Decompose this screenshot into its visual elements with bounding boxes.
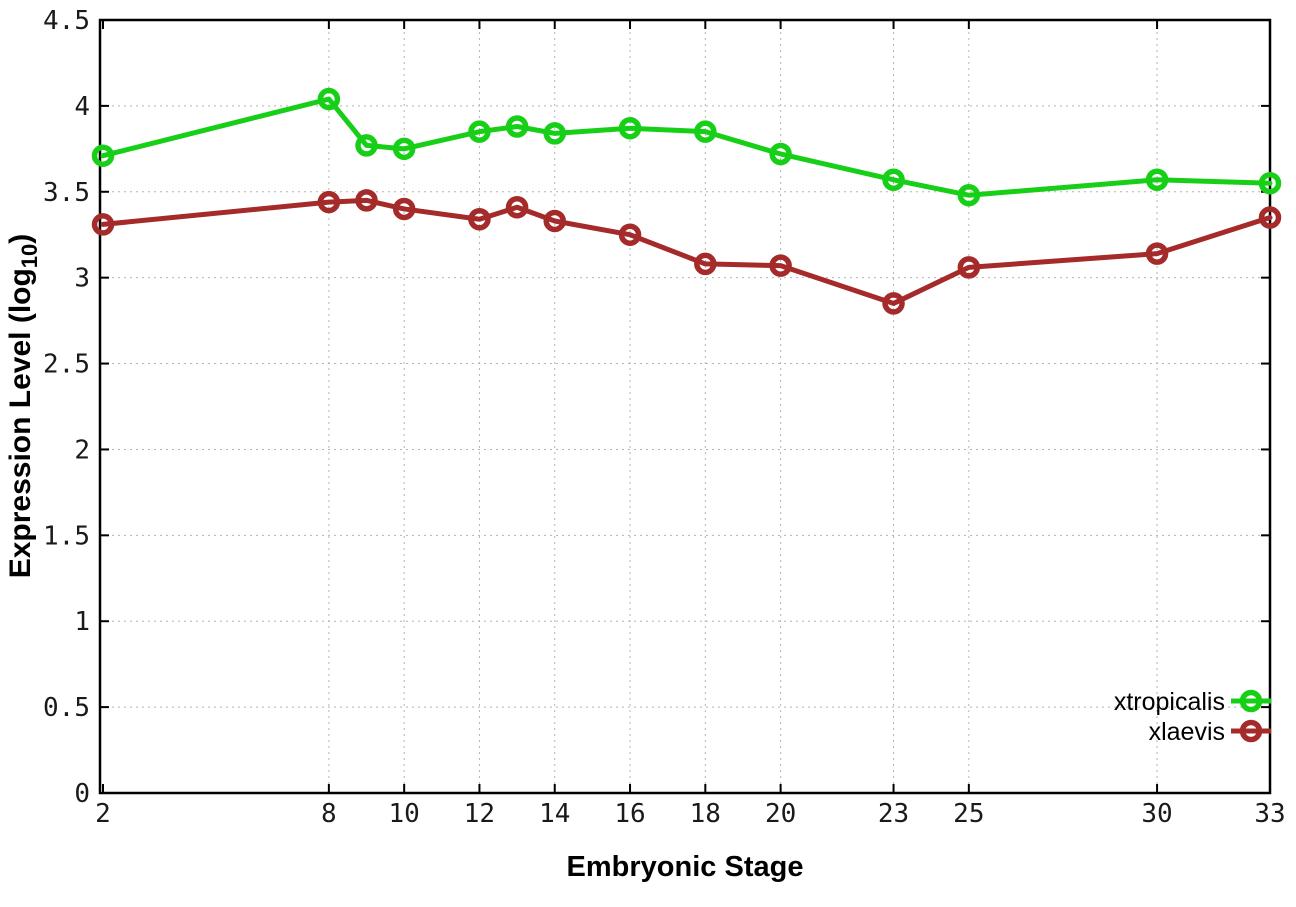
data-point-xtropicalis: [505, 115, 529, 138]
x-tick-label: 16: [614, 799, 645, 829]
label-layer: Embryonic Stage Expression Level (log10)…: [4, 6, 1286, 883]
data-point-xtropicalis: [392, 137, 416, 161]
data-point-xlaevis: [91, 213, 115, 236]
x-tick-label: 18: [690, 799, 721, 829]
data-point-xlaevis: [392, 197, 416, 221]
series-line-xtropicalis: [100, 96, 1273, 198]
x-tick-label: 20: [765, 799, 796, 829]
data-point-xtropicalis: [769, 142, 792, 166]
legend-marker-xtropicalis: [1239, 689, 1263, 713]
y-tick-label: 0: [74, 779, 90, 809]
data-point-xlaevis: [957, 256, 981, 279]
x-tick-label: 23: [878, 799, 909, 829]
data-point-xtropicalis: [618, 116, 642, 140]
data-point-xlaevis: [618, 223, 642, 246]
x-tick-label: 25: [953, 799, 984, 829]
x-tick-label: 33: [1254, 799, 1285, 829]
data-point-xlaevis: [468, 208, 491, 231]
y-tick-label: 4.5: [43, 6, 90, 36]
y-axis-title-close: ): [4, 234, 37, 244]
data-point-xlaevis: [355, 189, 378, 212]
data-point-xtropicalis: [543, 122, 566, 145]
data-point-xtropicalis: [468, 120, 491, 143]
y-tick-label: 4: [74, 92, 90, 122]
legend-label-xlaevis: xlaevis: [1149, 718, 1225, 746]
data-point-xlaevis: [543, 209, 566, 233]
x-tick-label: 2: [95, 799, 111, 829]
grid-layer: [100, 20, 1270, 793]
data-point-xtropicalis: [1258, 171, 1282, 195]
legend-label-xtropicalis: xtropicalis: [1114, 688, 1225, 716]
data-point-xlaevis: [694, 252, 717, 276]
axis-layer: [98, 18, 1272, 795]
data-point-xlaevis: [505, 195, 529, 219]
y-tick-label: 3: [74, 264, 90, 294]
legend-marker-xlaevis: [1239, 719, 1263, 743]
data-point-xtropicalis: [91, 144, 115, 167]
y-tick-label: 3.5: [43, 178, 90, 208]
data-point-xtropicalis: [882, 168, 905, 192]
x-tick-label: 10: [389, 799, 420, 829]
y-tick-label: 2.5: [43, 350, 90, 380]
y-tick-label: 0.5: [43, 693, 90, 723]
data-point-xlaevis: [769, 254, 792, 277]
x-tick-label: 14: [539, 799, 570, 829]
y-axis-title-main: Expression Level (log: [4, 268, 37, 578]
data-point-xlaevis: [882, 292, 905, 315]
y-tick-label: 2: [74, 435, 90, 465]
data-point-xlaevis: [317, 190, 341, 214]
y-tick-label: 1: [74, 607, 90, 637]
data-point-xlaevis: [1145, 242, 1169, 265]
series-line-xlaevis: [100, 197, 1273, 306]
data-point-xtropicalis: [957, 183, 981, 207]
data-point-xtropicalis: [694, 120, 717, 143]
plot-border: [98, 18, 1272, 795]
x-axis-title: Embryonic Stage: [567, 851, 804, 883]
x-tick-label: 8: [321, 799, 337, 829]
data-point-xtropicalis: [355, 134, 378, 157]
data-point-xtropicalis: [1145, 168, 1169, 192]
y-axis-title-subscript: 10: [17, 244, 42, 268]
x-tick-label: 30: [1141, 799, 1172, 829]
series-layer: [91, 87, 1282, 315]
data-point-xtropicalis: [317, 87, 341, 111]
x-tick-label: 12: [464, 799, 495, 829]
y-tick-label: 1.5: [43, 521, 90, 551]
data-point-xlaevis: [1258, 206, 1282, 229]
y-axis-title: Expression Level (log10): [4, 234, 42, 579]
